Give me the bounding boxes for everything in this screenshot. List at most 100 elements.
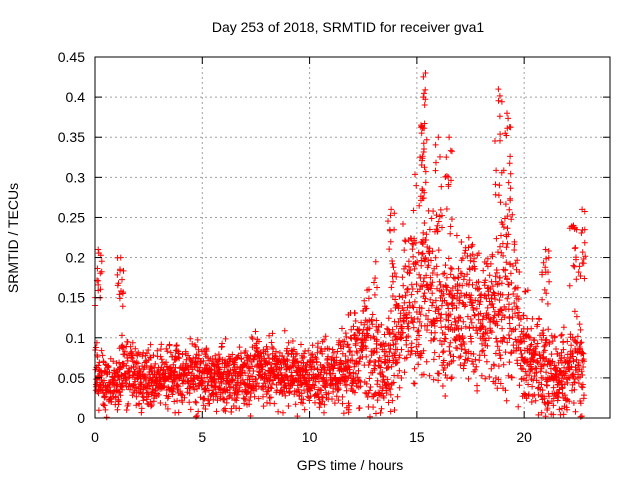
- data-point: [524, 315, 530, 322]
- data-point: [536, 316, 543, 323]
- data-point: [393, 273, 400, 280]
- data-point: [269, 381, 275, 387]
- data-point: [171, 398, 178, 405]
- data-point: [461, 360, 468, 367]
- data-point: [570, 222, 577, 229]
- data-point: [581, 275, 588, 282]
- data-point: [133, 364, 139, 371]
- data-point: [395, 303, 402, 309]
- data-point: [112, 393, 119, 400]
- data-point: [545, 400, 552, 407]
- data-point: [379, 372, 386, 379]
- data-point: [429, 290, 436, 297]
- data-point: [388, 308, 394, 314]
- data-point: [487, 260, 494, 267]
- data-point: [103, 414, 110, 421]
- data-point: [465, 355, 472, 362]
- data-point: [481, 352, 488, 359]
- data-point: [447, 352, 454, 358]
- data-point: [260, 403, 267, 410]
- data-point: [406, 263, 412, 270]
- data-point: [379, 369, 386, 375]
- data-point: [575, 359, 582, 366]
- data-point: [221, 396, 228, 403]
- data-point: [117, 266, 123, 273]
- data-point: [117, 392, 124, 399]
- data-point: [402, 263, 409, 270]
- data-point: [569, 334, 576, 341]
- data-point: [465, 244, 472, 251]
- data-point: [259, 366, 266, 373]
- data-point: [445, 255, 452, 262]
- data-point: [339, 325, 345, 332]
- data-point: [383, 390, 390, 396]
- data-point: [502, 349, 509, 356]
- data-point: [269, 330, 276, 337]
- data-point: [435, 218, 442, 225]
- data-point: [489, 300, 496, 307]
- data-point: [277, 359, 284, 366]
- data-point: [426, 250, 433, 257]
- data-point: [376, 363, 383, 370]
- data-point: [457, 314, 464, 321]
- data-point: [468, 319, 475, 326]
- data-point: [439, 383, 446, 389]
- data-point: [129, 339, 136, 346]
- data-point: [430, 376, 437, 383]
- data-point: [119, 303, 126, 310]
- data-point: [264, 346, 271, 353]
- data-point: [311, 384, 318, 391]
- data-point: [384, 325, 390, 332]
- data-point: [421, 298, 428, 305]
- data-point: [130, 372, 137, 378]
- data-point: [544, 399, 551, 406]
- data-point: [343, 333, 350, 340]
- data-point: [348, 326, 355, 333]
- data-point: [482, 375, 489, 382]
- data-point: [410, 207, 417, 214]
- data-point: [452, 275, 458, 282]
- data-point: [409, 286, 416, 292]
- data-point: [351, 389, 358, 396]
- data-point: [577, 413, 584, 420]
- data-point: [453, 232, 460, 239]
- data-point: [412, 239, 419, 246]
- data-point: [306, 397, 313, 404]
- data-point: [184, 363, 191, 370]
- data-point: [393, 359, 400, 366]
- data-point: [504, 276, 510, 283]
- data-point: [424, 322, 431, 329]
- data-point: [413, 182, 420, 189]
- data-point: [479, 340, 485, 347]
- data-point: [330, 349, 337, 356]
- data-point: [116, 389, 123, 396]
- data-point: [489, 283, 496, 290]
- data-point: [95, 281, 102, 288]
- data-point: [148, 368, 155, 374]
- data-point: [374, 377, 381, 384]
- data-point: [487, 327, 494, 334]
- data-point: [451, 315, 458, 322]
- data-point: [440, 348, 447, 355]
- data-point: [494, 269, 500, 276]
- data-point: [561, 381, 568, 388]
- data-point: [488, 365, 495, 372]
- data-point: [175, 383, 182, 390]
- data-point: [387, 345, 394, 352]
- data-point: [558, 331, 565, 338]
- data-point: [528, 325, 535, 332]
- data-point: [514, 284, 521, 291]
- data-point: [571, 308, 578, 315]
- data-point: [433, 263, 440, 270]
- data-point: [554, 397, 561, 404]
- data-point: [311, 365, 318, 371]
- data-point: [437, 206, 444, 213]
- data-point: [343, 387, 350, 394]
- data-point: [511, 247, 518, 253]
- data-point: [116, 359, 123, 366]
- data-point: [119, 276, 125, 283]
- data-point: [376, 354, 383, 361]
- data-point: [382, 340, 389, 347]
- data-point: [443, 206, 450, 212]
- data-point: [374, 329, 381, 335]
